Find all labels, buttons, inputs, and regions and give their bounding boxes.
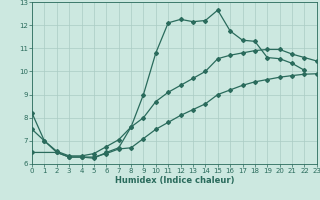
X-axis label: Humidex (Indice chaleur): Humidex (Indice chaleur) bbox=[115, 176, 234, 185]
